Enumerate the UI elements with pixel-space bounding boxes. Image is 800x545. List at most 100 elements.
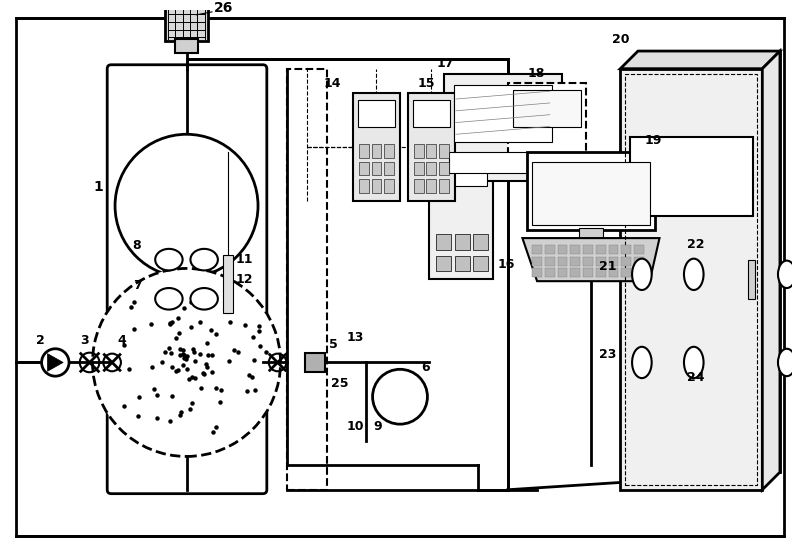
Bar [436,234,451,250]
Polygon shape [620,51,780,69]
Bar [558,245,567,254]
Polygon shape [47,354,63,371]
Ellipse shape [155,288,182,310]
Text: 20: 20 [613,33,630,46]
Ellipse shape [190,288,218,310]
Bar [527,152,654,230]
Bar [358,100,395,128]
Bar [532,269,542,277]
Ellipse shape [684,347,703,378]
Bar [165,2,208,41]
Bar [436,256,451,271]
Bar [596,257,606,265]
Bar [620,69,762,490]
Bar [384,144,394,158]
Bar [435,162,487,186]
Bar [305,353,325,372]
Text: 3: 3 [80,335,89,347]
Ellipse shape [632,347,652,378]
Bar [558,257,567,265]
Bar [430,152,493,279]
Text: 21: 21 [598,260,616,273]
Text: 8: 8 [133,239,142,252]
Bar [545,269,554,277]
Bar [545,257,554,265]
Bar [583,257,593,265]
Text: 15: 15 [418,77,435,90]
Bar [454,86,552,142]
Bar [414,162,423,175]
Bar [570,257,580,265]
Bar [222,255,233,313]
Ellipse shape [190,249,218,270]
Bar [532,257,542,265]
Bar [414,179,423,193]
Text: 18: 18 [527,67,545,80]
Bar [455,234,470,250]
Bar [532,162,650,226]
Bar [449,152,557,173]
Bar [570,245,580,254]
Text: 13: 13 [346,331,363,344]
Bar [583,245,593,254]
Bar [444,74,562,181]
Bar [626,74,758,485]
Bar [359,144,369,158]
Bar [558,269,567,277]
Bar [622,257,631,265]
Circle shape [93,269,281,457]
Bar [359,179,369,193]
Bar [748,259,755,299]
Bar [384,162,394,175]
Text: 14: 14 [324,77,341,90]
Bar [372,179,382,193]
Bar [609,257,618,265]
Ellipse shape [155,249,182,270]
Bar [455,256,470,271]
Text: 16: 16 [498,258,515,271]
Bar [359,162,369,175]
Text: 25: 25 [331,378,349,391]
Bar [596,269,606,277]
Bar [545,245,554,254]
Bar [426,179,436,193]
Bar [174,39,198,53]
Bar [634,269,644,277]
Bar [439,162,449,175]
Circle shape [42,349,69,376]
Bar [408,93,455,201]
Polygon shape [762,51,780,490]
Bar [426,144,436,158]
Bar [426,162,436,175]
Ellipse shape [778,261,796,288]
Bar [353,93,400,201]
Bar [508,83,586,172]
Bar [414,144,423,158]
Bar [513,90,581,128]
Bar [372,162,382,175]
Circle shape [373,370,427,424]
FancyBboxPatch shape [107,65,267,494]
Text: 6: 6 [422,361,430,374]
Text: 9: 9 [374,420,382,433]
Bar [439,144,449,158]
Text: 22: 22 [687,239,705,251]
Bar [474,256,488,271]
Polygon shape [522,238,659,281]
Bar [634,257,644,265]
Bar [596,245,606,254]
Bar [384,179,394,193]
Text: 1: 1 [94,180,103,193]
Circle shape [115,134,258,277]
Bar [579,228,602,238]
Bar [532,245,542,254]
Bar [372,144,382,158]
Bar [609,269,618,277]
Text: 4: 4 [117,335,126,347]
Bar [439,179,449,193]
Bar [413,100,450,128]
Bar [622,269,631,277]
Bar [570,269,580,277]
Text: 12: 12 [235,272,253,286]
Text: 7: 7 [133,278,142,292]
